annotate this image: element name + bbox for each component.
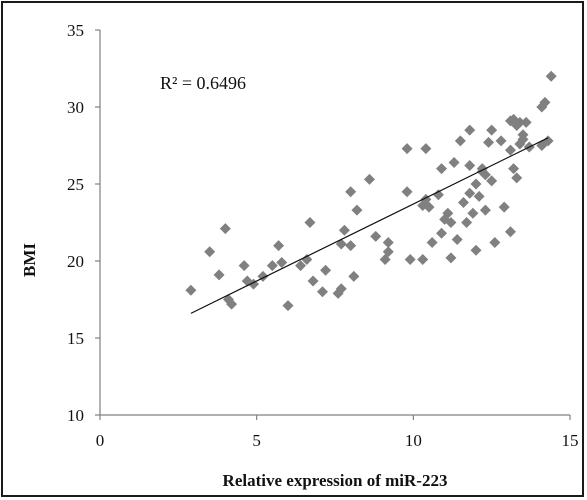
data-point xyxy=(486,124,498,136)
data-point xyxy=(219,223,231,235)
data-point xyxy=(445,217,457,228)
x-tick-label: 5 xyxy=(252,431,261,450)
data-point xyxy=(401,143,413,155)
data-point xyxy=(508,163,520,175)
data-point xyxy=(204,246,216,258)
data-point xyxy=(436,227,448,239)
data-point xyxy=(307,275,319,287)
data-point xyxy=(514,116,526,128)
data-point xyxy=(345,240,357,252)
data-point xyxy=(442,207,454,219)
data-point xyxy=(213,269,225,281)
y-tick-label: 30 xyxy=(67,98,84,117)
data-point xyxy=(436,163,448,175)
trendline xyxy=(190,137,549,314)
y-tick-label: 15 xyxy=(67,329,84,348)
x-tick-label: 0 xyxy=(96,431,105,450)
data-point xyxy=(238,260,250,272)
data-point xyxy=(479,204,491,216)
r-squared-annotation: R² = 0.6496 xyxy=(160,73,246,93)
data-point xyxy=(470,244,482,256)
data-point xyxy=(504,144,516,156)
data-point xyxy=(457,196,469,208)
data-point xyxy=(379,253,391,265)
data-point xyxy=(382,237,394,249)
data-point xyxy=(445,252,457,264)
data-point xyxy=(451,233,463,245)
data-point xyxy=(423,201,435,213)
data-point xyxy=(185,284,197,296)
data-point xyxy=(417,253,429,265)
data-point xyxy=(467,207,479,219)
x-axis-title: Relative expression of miR-223 xyxy=(223,471,448,490)
data-point xyxy=(545,70,557,82)
data-point xyxy=(489,237,501,249)
data-point xyxy=(345,186,357,198)
data-point xyxy=(542,135,554,147)
data-point xyxy=(511,172,523,184)
data-point xyxy=(266,260,278,272)
data-point xyxy=(448,156,460,168)
data-point xyxy=(454,135,466,147)
data-point xyxy=(401,186,413,198)
y-axis-title: BMI xyxy=(20,243,39,277)
data-point xyxy=(282,300,294,312)
data-point xyxy=(301,253,313,265)
data-point xyxy=(432,189,444,201)
data-point xyxy=(273,240,285,252)
data-point xyxy=(486,175,498,187)
y-tick-label: 35 xyxy=(67,21,84,40)
data-point xyxy=(479,169,491,181)
data-point xyxy=(504,226,516,238)
data-point xyxy=(351,204,363,216)
data-point xyxy=(495,135,507,147)
data-point xyxy=(464,160,476,172)
data-point xyxy=(320,264,332,276)
data-point xyxy=(335,283,347,295)
data-point xyxy=(464,124,476,136)
data-point xyxy=(520,116,532,128)
data-point xyxy=(382,246,394,258)
data-point xyxy=(483,136,495,148)
y-tick-label: 10 xyxy=(67,406,84,425)
data-point xyxy=(539,96,551,108)
data-point xyxy=(420,143,432,155)
data-point xyxy=(470,178,482,190)
data-points xyxy=(185,70,557,312)
data-point xyxy=(226,298,238,310)
x-axis-ticks: 0 5 10 15 xyxy=(96,415,579,450)
data-point xyxy=(473,190,485,202)
data-point xyxy=(335,238,347,250)
x-tick-label: 10 xyxy=(405,431,422,450)
data-point xyxy=(464,187,476,199)
data-point xyxy=(348,270,360,282)
y-tick-label: 20 xyxy=(67,252,84,271)
data-point xyxy=(426,237,438,249)
data-point xyxy=(304,217,316,228)
data-point xyxy=(363,173,375,185)
data-point xyxy=(338,224,350,236)
x-tick-label: 15 xyxy=(562,431,579,450)
data-point xyxy=(404,253,416,265)
data-point xyxy=(461,217,473,228)
data-point xyxy=(276,257,288,269)
data-point xyxy=(517,133,529,145)
data-point xyxy=(370,230,382,242)
y-axis-ticks: 10 15 20 25 30 35 xyxy=(67,21,100,425)
data-point xyxy=(498,201,510,213)
data-point xyxy=(316,286,328,298)
y-tick-label: 25 xyxy=(67,175,84,194)
data-point xyxy=(295,260,307,272)
